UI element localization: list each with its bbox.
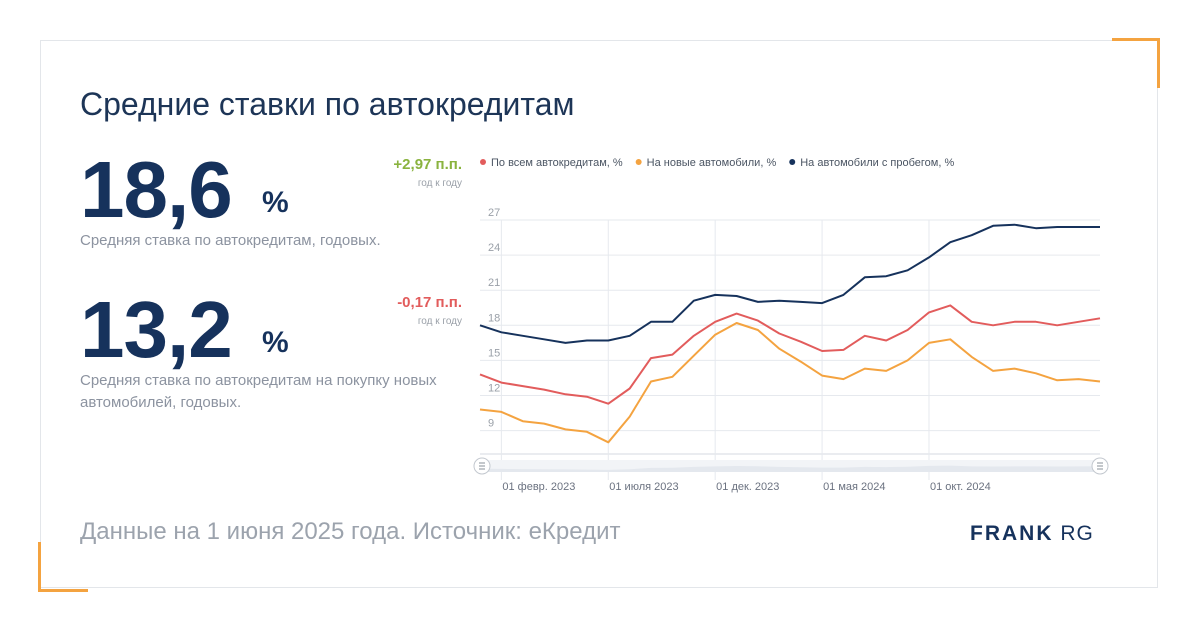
legend-marker-3 xyxy=(789,159,796,165)
legend-label-3: На автомобили с пробегом, % xyxy=(800,157,954,169)
y-tick-label: 15 xyxy=(488,347,500,359)
x-tick-label: 01 февр. 2023 xyxy=(502,481,575,493)
navigator-series-area xyxy=(480,465,1100,472)
stat-all-description: Средняя ставка по автокредитам, годовых. xyxy=(80,232,381,249)
stat-all-value: 18,6 xyxy=(80,145,233,234)
stat-all-unit: % xyxy=(262,186,289,219)
logo-bold: FRANK xyxy=(970,522,1054,545)
corner-accent-top-right xyxy=(1112,38,1160,88)
stat-new-value: 13,2 xyxy=(80,285,233,374)
x-tick-label: 01 дек. 2023 xyxy=(716,481,779,493)
corner-accent-bottom-left xyxy=(38,542,88,592)
series-line-1 xyxy=(479,304,1101,405)
line-chart: 9 12 15 18 21 24 27 01 февр. 2023 01 июля 2023 01… xyxy=(473,157,1109,493)
x-tick-label: 01 окт. 2024 xyxy=(930,481,991,493)
card xyxy=(40,40,1158,588)
page-title: Средние ставки по автокредитам xyxy=(80,86,575,122)
source-note: Данные на 1 июня 2025 года. Источник: еК… xyxy=(80,518,621,545)
y-tick-label: 27 xyxy=(488,207,500,219)
legend-label-2: На новые автомобили, % xyxy=(647,157,777,169)
y-tick-label: 18 xyxy=(488,312,500,324)
stat-new-delta-period: год к году xyxy=(417,316,462,327)
legend-label-1: По всем автокредитам, % xyxy=(491,157,623,169)
stat-all-delta-period: год к году xyxy=(417,178,462,189)
y-tick-label: 24 xyxy=(488,242,500,254)
series-line-2 xyxy=(479,322,1101,444)
logo-light: RG xyxy=(1060,522,1094,545)
y-tick-label: 21 xyxy=(488,277,500,289)
legend-marker-1 xyxy=(480,159,486,165)
y-tick-label: 12 xyxy=(488,383,500,395)
stat-new-description: Средняя ставка по автокредитам на покупк… xyxy=(80,372,437,411)
brand-logo: FRANK RG xyxy=(970,522,1094,546)
stat-new-delta: -0,17 п.п. xyxy=(397,294,462,311)
y-tick-label: 9 xyxy=(488,418,494,430)
stat-all-delta: +2,97 п.п. xyxy=(393,156,462,173)
x-tick-label: 01 мая 2024 xyxy=(823,481,885,493)
stat-new-unit: % xyxy=(262,326,289,359)
series-line-3 xyxy=(479,223,1100,344)
legend-marker-2 xyxy=(635,159,642,165)
x-tick-label: 01 июля 2023 xyxy=(609,481,678,493)
